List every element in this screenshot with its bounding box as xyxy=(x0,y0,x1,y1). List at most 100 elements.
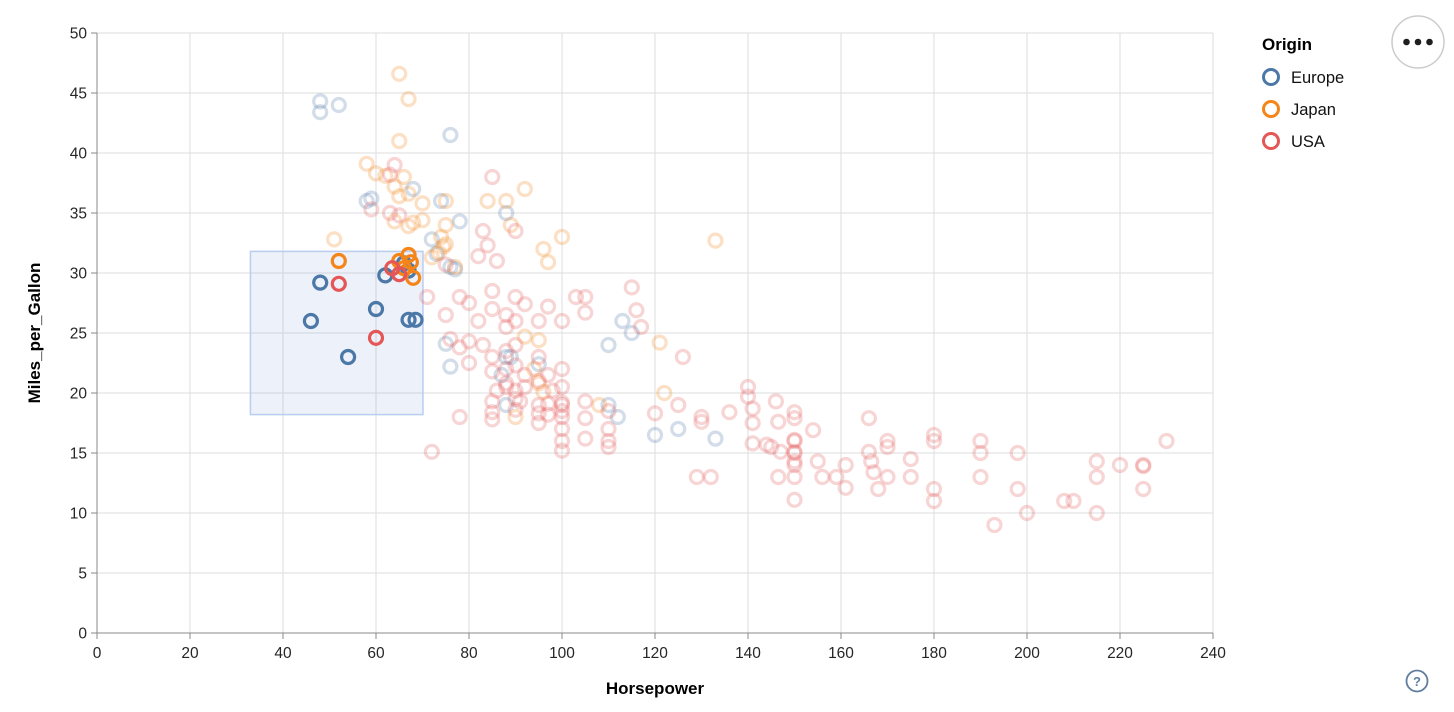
data-point[interactable] xyxy=(1056,492,1073,510)
data-point[interactable] xyxy=(786,443,803,460)
data-point[interactable] xyxy=(414,212,431,229)
data-point[interactable] xyxy=(530,332,547,349)
data-point[interactable] xyxy=(553,312,571,330)
data-point[interactable] xyxy=(484,282,501,300)
data-point[interactable] xyxy=(879,468,896,486)
data-point[interactable] xyxy=(530,372,547,390)
data-point[interactable] xyxy=(460,294,478,312)
data-point[interactable] xyxy=(451,213,468,230)
data-point[interactable] xyxy=(925,426,943,444)
data-point[interactable] xyxy=(770,468,787,486)
data-point[interactable] xyxy=(539,298,557,315)
data-point[interactable] xyxy=(507,312,524,330)
data-point[interactable] xyxy=(539,395,557,412)
data-point[interactable] xyxy=(530,414,547,432)
data-point[interactable] xyxy=(326,231,343,248)
data-point[interactable] xyxy=(721,404,738,421)
data-point[interactable] xyxy=(479,237,496,254)
data-point[interactable] xyxy=(577,304,594,321)
data-point[interactable] xyxy=(484,363,501,380)
data-point[interactable] xyxy=(484,411,501,428)
data-point[interactable] xyxy=(577,393,594,410)
data-point[interactable] xyxy=(707,430,724,447)
data-point[interactable] xyxy=(435,238,452,255)
data-point[interactable] xyxy=(507,357,524,374)
data-point[interactable] xyxy=(391,188,408,205)
data-point[interactable] xyxy=(707,232,724,249)
data-point[interactable] xyxy=(330,252,347,270)
data-point[interactable] xyxy=(442,126,459,144)
data-point[interactable] xyxy=(739,378,757,396)
data-point[interactable] xyxy=(484,393,501,410)
data-point[interactable] xyxy=(860,410,878,427)
data-point[interactable] xyxy=(870,480,887,498)
data-point[interactable] xyxy=(400,246,417,264)
data-point[interactable] xyxy=(786,431,803,448)
data-point[interactable] xyxy=(925,432,943,450)
data-point[interactable] xyxy=(516,378,533,396)
data-point[interactable] xyxy=(460,333,478,350)
data-point[interactable] xyxy=(330,275,347,292)
data-point[interactable] xyxy=(809,453,826,470)
data-point[interactable] xyxy=(470,312,487,330)
data-point[interactable] xyxy=(405,269,422,286)
data-point[interactable] xyxy=(516,180,533,198)
data-point[interactable] xyxy=(553,442,571,459)
data-point[interactable] xyxy=(553,396,571,414)
help-button[interactable]: ? xyxy=(1405,669,1429,693)
data-point[interactable] xyxy=(391,65,408,82)
data-point[interactable] xyxy=(670,396,687,414)
data-point[interactable] xyxy=(512,393,529,410)
data-point[interactable] xyxy=(1009,480,1026,498)
data-point[interactable] xyxy=(614,312,631,330)
data-point[interactable] xyxy=(1088,504,1105,522)
data-point[interactable] xyxy=(498,192,515,210)
data-point[interactable] xyxy=(1009,444,1026,462)
data-point[interactable] xyxy=(553,378,571,396)
data-point[interactable] xyxy=(442,258,459,276)
data-point[interactable] xyxy=(544,382,561,399)
data-point[interactable] xyxy=(402,254,419,271)
data-point[interactable] xyxy=(902,468,919,486)
data-point[interactable] xyxy=(423,443,440,460)
data-point[interactable] xyxy=(451,339,468,356)
data-point[interactable] xyxy=(744,435,761,452)
data-point[interactable] xyxy=(530,356,547,373)
data-point[interactable] xyxy=(446,261,464,278)
data-point[interactable] xyxy=(498,375,515,392)
data-point[interactable] xyxy=(553,408,571,426)
data-point[interactable] xyxy=(674,348,692,366)
data-point[interactable] xyxy=(507,288,524,306)
data-point[interactable] xyxy=(377,167,394,184)
data-point[interactable] xyxy=(879,432,896,450)
data-point[interactable] xyxy=(479,192,496,210)
data-point[interactable] xyxy=(493,366,510,384)
selection-brush[interactable] xyxy=(249,250,424,416)
data-point[interactable] xyxy=(567,288,585,306)
data-point[interactable] xyxy=(646,426,664,444)
data-point[interactable] xyxy=(770,413,787,430)
data-point[interactable] xyxy=(535,383,552,400)
data-point[interactable] xyxy=(530,348,547,366)
data-point[interactable] xyxy=(628,302,645,319)
data-point[interactable] xyxy=(433,228,450,246)
data-point[interactable] xyxy=(744,400,761,417)
data-point[interactable] xyxy=(437,192,454,210)
data-point[interactable] xyxy=(395,168,412,186)
data-point[interactable] xyxy=(484,168,501,186)
data-point[interactable] xyxy=(786,432,803,450)
data-point[interactable] xyxy=(507,336,524,354)
data-point[interactable] xyxy=(1158,432,1175,450)
data-point[interactable] xyxy=(530,375,547,392)
data-point[interactable] xyxy=(419,288,436,306)
data-point[interactable] xyxy=(442,330,459,348)
data-point[interactable] xyxy=(972,432,989,450)
data-point[interactable] xyxy=(739,388,757,405)
data-point[interactable] xyxy=(553,432,571,450)
data-point[interactable] xyxy=(498,348,515,366)
data-point[interactable] xyxy=(925,480,943,498)
data-point[interactable] xyxy=(553,420,571,438)
data-point[interactable] xyxy=(693,408,710,426)
data-point[interactable] xyxy=(577,288,594,306)
data-point[interactable] xyxy=(591,396,608,414)
